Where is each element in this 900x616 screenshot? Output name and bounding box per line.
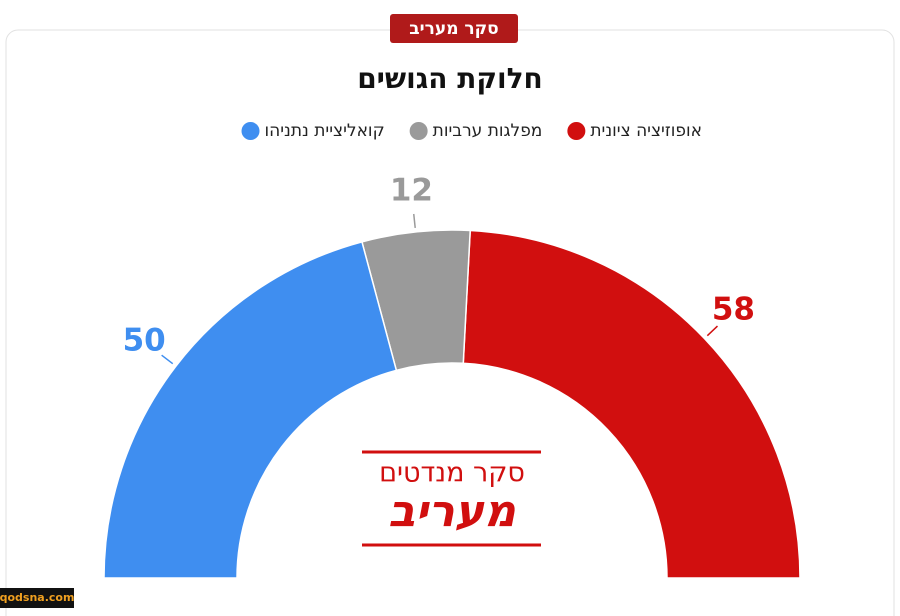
legend-marker [567, 122, 586, 140]
badge: סקר מעריב [409, 19, 498, 39]
center-title: סקר מנדטים [379, 458, 525, 489]
badge-box [390, 14, 518, 43]
plot: 58 12 50 [103, 173, 801, 579]
leader-line [161, 354, 174, 365]
leader-line [412, 213, 416, 229]
data-label: 12 [390, 173, 433, 209]
data-label: 50 [123, 322, 166, 358]
arc-segment [462, 229, 801, 579]
center-logo: מעריב [388, 486, 517, 537]
legend-label: אופוזיציה ציונית [590, 121, 702, 141]
legend-label: מפלגות ערביות [433, 121, 543, 141]
chart-title: חלוקת הגושים [357, 62, 543, 95]
arc-segment [103, 240, 398, 579]
legend-label: קואליציית נתניהו [265, 121, 385, 141]
leader-line [706, 325, 719, 337]
watermark: qodsna.com [0, 591, 74, 604]
legend-marker [241, 122, 260, 140]
legend: אופוזיציה ציונית מפלגות ערביות קואליציית נ… [241, 121, 702, 141]
legend-marker [409, 122, 428, 140]
watermark-box [0, 588, 74, 608]
data-label: 58 [712, 291, 755, 327]
